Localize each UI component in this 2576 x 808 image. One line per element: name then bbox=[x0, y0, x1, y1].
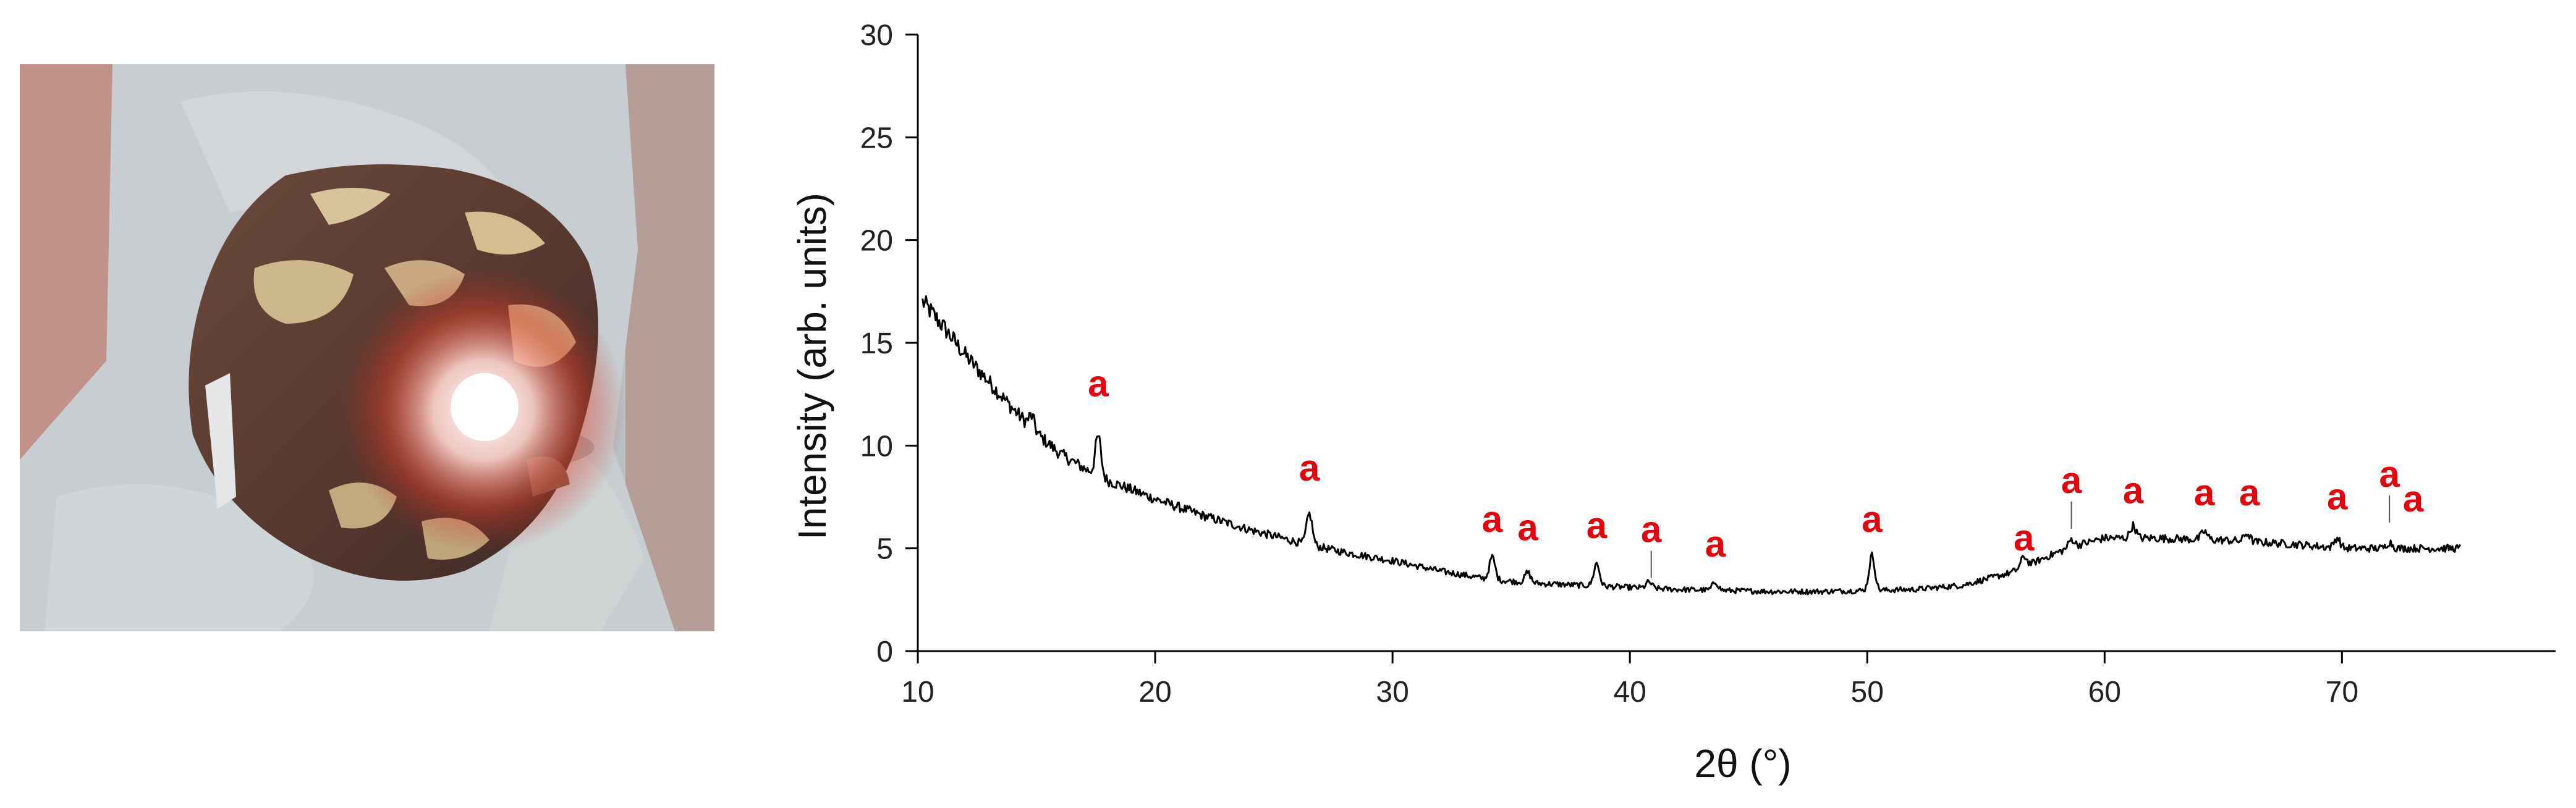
x-axis-title: 2θ (°) bbox=[1694, 741, 1791, 786]
y-tick-label: 10 bbox=[860, 430, 893, 463]
sample-photo bbox=[20, 64, 714, 631]
x-tick-label: 10 bbox=[901, 676, 934, 709]
peak-label: a bbox=[1705, 523, 1726, 565]
y-axis-ticks: 0 5 10 15 20 25 30 bbox=[860, 19, 918, 668]
peak-label: a bbox=[1862, 499, 1883, 540]
peak-annotations: aaa a a a aa aa a a a aaa bbox=[1088, 363, 2424, 578]
x-tick-label: 70 bbox=[2326, 676, 2358, 709]
y-tick-label: 20 bbox=[860, 225, 893, 258]
sample-photo-icon bbox=[20, 64, 714, 631]
x-tick-label: 40 bbox=[1613, 676, 1646, 709]
x-tick-label: 50 bbox=[1851, 676, 1884, 709]
peak-label: a bbox=[2403, 478, 2424, 520]
peak-label: a bbox=[1482, 499, 1503, 540]
x-tick-label: 20 bbox=[1138, 676, 1171, 709]
peak-label: a bbox=[1641, 509, 1662, 550]
xrd-trace bbox=[922, 295, 2461, 595]
x-axis-ticks: 10 20 30 40 50 60 70 bbox=[901, 651, 2358, 709]
peak-label: a bbox=[2061, 460, 2082, 501]
peak-label: a bbox=[2327, 476, 2348, 517]
peak-label: a bbox=[2014, 517, 2035, 558]
peak-label: a bbox=[1587, 505, 1608, 546]
peak-label: a bbox=[1517, 507, 1538, 548]
x-tick-label: 30 bbox=[1376, 676, 1409, 709]
x-tick-label: 60 bbox=[2088, 676, 2121, 709]
y-axis-title: Intensity (arb. units) bbox=[790, 193, 834, 540]
y-tick-label: 30 bbox=[860, 19, 893, 52]
y-tick-label: 15 bbox=[860, 327, 893, 360]
peak-label: a bbox=[2123, 469, 2144, 511]
chart-axes bbox=[917, 35, 2556, 652]
peak-label: a bbox=[2194, 472, 2215, 513]
y-tick-label: 25 bbox=[860, 122, 893, 154]
peak-label: a bbox=[2239, 472, 2260, 513]
peak-label: a bbox=[1088, 363, 1109, 404]
y-tick-label: 5 bbox=[876, 533, 893, 566]
y-tick-label: 0 bbox=[876, 636, 893, 668]
peak-label: a bbox=[2379, 453, 2400, 495]
peak-label: a bbox=[1299, 447, 1320, 489]
